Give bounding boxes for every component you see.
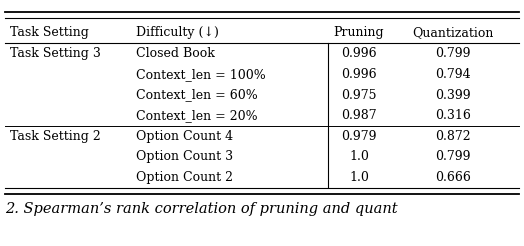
Text: 1.0: 1.0 xyxy=(349,171,369,184)
Text: 0.794: 0.794 xyxy=(435,68,471,81)
Text: Pruning: Pruning xyxy=(334,26,384,39)
Text: 1.0: 1.0 xyxy=(349,150,369,163)
Text: 0.666: 0.666 xyxy=(435,171,471,184)
Text: 0.799: 0.799 xyxy=(435,150,471,163)
Text: Closed Book: Closed Book xyxy=(136,47,215,61)
Text: 0.975: 0.975 xyxy=(341,89,377,102)
Text: Context_len = 100%: Context_len = 100% xyxy=(136,68,266,81)
Text: 0.872: 0.872 xyxy=(435,130,471,143)
Text: Option Count 3: Option Count 3 xyxy=(136,150,233,163)
Text: Context_len = 20%: Context_len = 20% xyxy=(136,109,258,122)
Text: 0.987: 0.987 xyxy=(341,109,377,122)
Text: 0.996: 0.996 xyxy=(341,68,377,81)
Text: Option Count 4: Option Count 4 xyxy=(136,130,233,143)
Text: 0.799: 0.799 xyxy=(435,47,471,61)
Text: 0.996: 0.996 xyxy=(341,47,377,61)
Text: Context_len = 60%: Context_len = 60% xyxy=(136,89,258,102)
Text: 2. Spearman’s rank correlation of pruning and quant: 2. Spearman’s rank correlation of prunin… xyxy=(5,202,398,216)
Text: Difficulty (↓): Difficulty (↓) xyxy=(136,26,219,39)
Text: Task Setting 2: Task Setting 2 xyxy=(10,130,101,143)
Text: 0.316: 0.316 xyxy=(435,109,471,122)
Text: Task Setting: Task Setting xyxy=(10,26,90,39)
Text: Task Setting 3: Task Setting 3 xyxy=(10,47,101,61)
Text: Option Count 2: Option Count 2 xyxy=(136,171,233,184)
Text: Quantization: Quantization xyxy=(412,26,494,39)
Text: 0.979: 0.979 xyxy=(341,130,377,143)
Text: 0.399: 0.399 xyxy=(435,89,471,102)
